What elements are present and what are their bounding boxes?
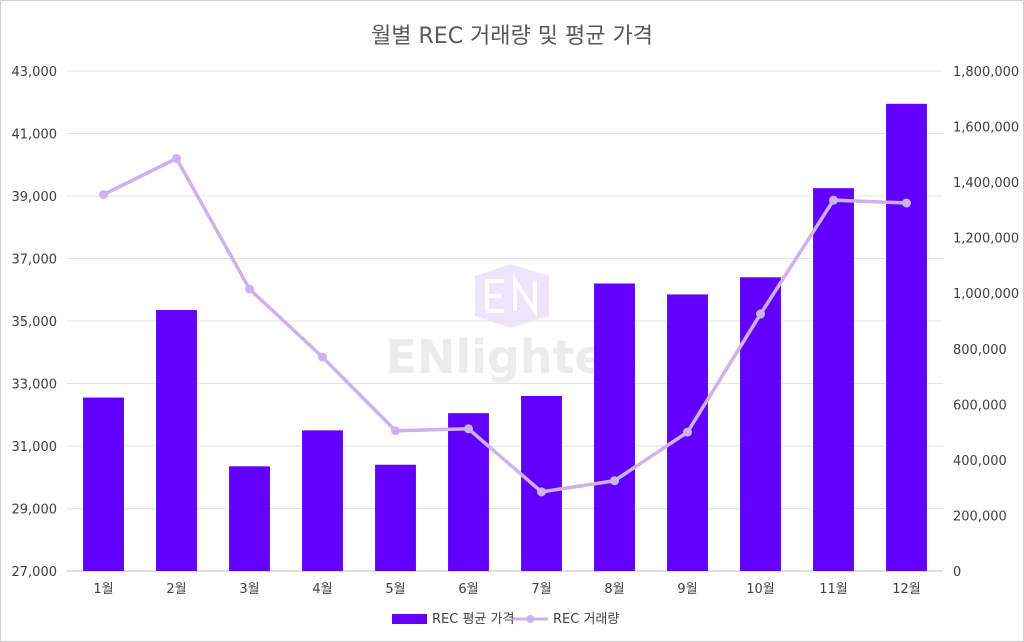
left-tick-label: 39,000	[12, 190, 58, 205]
bar	[229, 466, 270, 571]
line-point	[318, 352, 327, 362]
line-series	[99, 154, 911, 497]
bar	[156, 310, 197, 571]
line-point	[683, 427, 692, 437]
right-tick-label: 0	[953, 565, 961, 580]
right-tick-label: 1,400,000	[953, 176, 1019, 191]
enlighten-logo-icon	[475, 264, 549, 328]
x-tick-label: 5월	[385, 582, 405, 597]
x-tick-label: 10월	[746, 582, 775, 597]
right-tick-label: 1,800,000	[953, 65, 1019, 80]
legend-swatch-marker	[526, 615, 535, 623]
right-tick-label: 400,000	[953, 454, 1007, 469]
line-point	[902, 198, 911, 208]
line-point	[172, 154, 181, 163]
line-point	[537, 487, 546, 497]
right-tick-label: 600,000	[953, 398, 1007, 413]
x-tick-label: 9월	[677, 582, 697, 597]
x-tick-label: 1월	[93, 582, 113, 597]
bar	[594, 283, 635, 571]
legend-label-line: REC 거래량	[553, 612, 619, 627]
x-tick-label: 6월	[458, 582, 478, 597]
line-point	[610, 476, 619, 486]
right-tick-label: 1,000,000	[953, 287, 1019, 302]
right-tick-label: 1,200,000	[953, 232, 1019, 247]
bar-series	[83, 103, 927, 571]
bar	[886, 103, 927, 571]
left-tick-label: 35,000	[12, 315, 58, 330]
x-tick-label: 8월	[604, 582, 624, 597]
line-point	[829, 195, 838, 205]
bar	[375, 464, 416, 571]
x-axis: 1월 2월 3월 4월 5월 6월 7월 8월 9월 10월 11월 12월	[93, 582, 920, 597]
left-tick-label: 41,000	[12, 128, 58, 143]
left-tick-label: 43,000	[12, 65, 58, 80]
line-point	[464, 424, 473, 434]
left-tick-label: 27,000	[12, 565, 58, 580]
left-tick-label: 31,000	[12, 440, 58, 455]
line-point	[391, 426, 400, 436]
right-axis: 0 200,000 400,000 600,000 800,000 1,000,000 1,…	[953, 65, 1019, 580]
right-tick-label: 200,000	[953, 509, 1007, 524]
x-tick-label: 7월	[531, 582, 551, 597]
chart-title: 월별 REC 거래량 및 평균 가격	[371, 24, 653, 49]
left-tick-label: 33,000	[12, 378, 58, 393]
bar	[521, 396, 562, 571]
right-tick-label: 800,000	[953, 343, 1007, 358]
x-tick-label: 11월	[819, 582, 848, 597]
bar	[83, 397, 124, 571]
line-point	[756, 309, 765, 319]
bar	[302, 430, 343, 571]
bar	[813, 188, 854, 571]
gridlines	[67, 70, 943, 572]
left-tick-label: 29,000	[12, 503, 58, 518]
legend-swatch-bar	[392, 614, 427, 624]
bar	[740, 277, 781, 571]
bar	[448, 413, 489, 571]
x-tick-label: 12월	[892, 582, 921, 597]
x-tick-label: 2월	[166, 582, 186, 597]
x-tick-label: 4월	[312, 582, 332, 597]
legend: REC 평균 가격 REC 거래량	[392, 612, 619, 627]
right-tick-label: 1,600,000	[953, 121, 1019, 136]
series-line	[102, 156, 907, 494]
line-point	[99, 190, 108, 200]
line-point	[245, 284, 254, 294]
left-axis: 27,000 29,000 31,000 33,000 35,000 37,000 39,0…	[12, 65, 58, 580]
x-tick-label: 3월	[239, 582, 259, 597]
legend-label-bar: REC 평균 가격	[432, 612, 514, 627]
left-tick-label: 37,000	[12, 253, 58, 268]
